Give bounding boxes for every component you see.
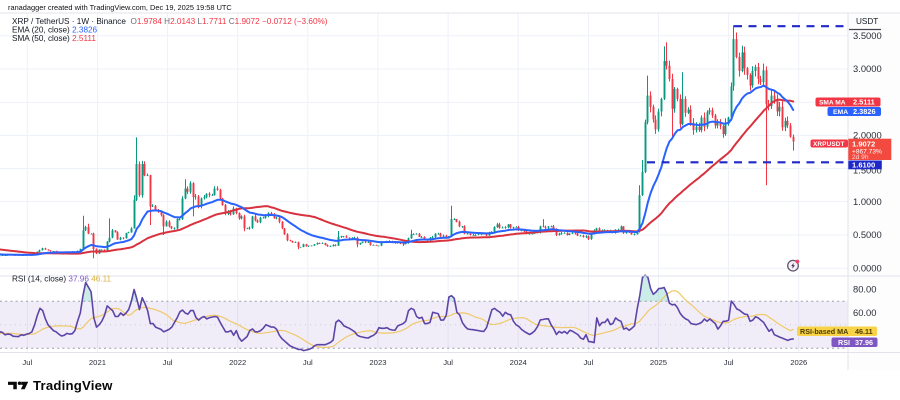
svg-text:2024: 2024 xyxy=(510,358,528,367)
svg-text:2023: 2023 xyxy=(369,358,386,367)
svg-text:XRP / TetherUS · 1W · Binance: XRP / TetherUS · 1W · Binance O1.9784 H2… xyxy=(12,17,328,26)
svg-text:RSI-based MA: RSI-based MA xyxy=(800,327,848,336)
svg-text:RSI: RSI xyxy=(838,338,850,347)
svg-text:3.5000: 3.5000 xyxy=(853,30,882,41)
svg-text:2.5111: 2.5111 xyxy=(853,98,875,107)
svg-text:SMA (50, close) 2.5111: SMA (50, close) 2.5111 xyxy=(12,34,96,43)
svg-text:EMA: EMA xyxy=(833,109,848,116)
svg-text:2026: 2026 xyxy=(790,358,807,367)
svg-text:46.11: 46.11 xyxy=(855,327,873,336)
svg-text:1.0000: 1.0000 xyxy=(853,196,882,207)
svg-text:Jul: Jul xyxy=(443,358,453,367)
svg-text:2.0000: 2.0000 xyxy=(853,130,882,141)
svg-text:XRPUSDT: XRPUSDT xyxy=(813,141,845,148)
svg-text:Jul: Jul xyxy=(583,358,593,367)
svg-text:Jul: Jul xyxy=(303,358,313,367)
svg-text:80.00: 80.00 xyxy=(853,284,876,295)
svg-text:+867.73%: +867.73% xyxy=(852,148,882,155)
svg-text:1.5000: 1.5000 xyxy=(853,165,882,176)
svg-text:EMA (20, close) 2.3826: EMA (20, close) 2.3826 xyxy=(12,26,98,35)
svg-text:Jul: Jul xyxy=(163,358,173,367)
svg-text:0.0000: 0.0000 xyxy=(853,262,882,273)
svg-text:Jul: Jul xyxy=(22,358,32,367)
svg-text:TradingView: TradingView xyxy=(33,378,113,393)
svg-text:3.0000: 3.0000 xyxy=(853,63,882,74)
svg-text:37.96: 37.96 xyxy=(855,338,873,347)
svg-text:2021: 2021 xyxy=(89,358,106,367)
svg-text:2.3826: 2.3826 xyxy=(853,107,876,116)
svg-text:SMA MA: SMA MA xyxy=(819,100,846,107)
svg-text:ranadagger created with Tradin: ranadagger created with TradingView.com,… xyxy=(8,3,232,12)
svg-text:0.5000: 0.5000 xyxy=(853,229,882,240)
svg-text:2025: 2025 xyxy=(650,358,667,367)
svg-text:USDT: USDT xyxy=(856,17,878,26)
svg-text:1.9072: 1.9072 xyxy=(852,140,875,149)
svg-text:2d 9h: 2d 9h xyxy=(852,154,869,161)
svg-text:1.6100: 1.6100 xyxy=(852,161,875,170)
svg-text:2022: 2022 xyxy=(229,358,246,367)
svg-text:60.00: 60.00 xyxy=(853,307,876,318)
svg-text:Jul: Jul xyxy=(724,358,734,367)
svg-text:RSI (14, close) 37.96 46.11: RSI (14, close) 37.96 46.11 xyxy=(12,275,112,284)
